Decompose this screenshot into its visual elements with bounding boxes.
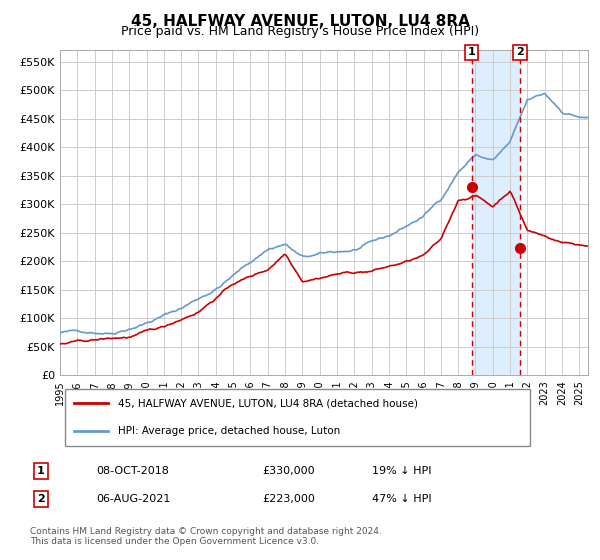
Text: 1: 1 bbox=[468, 47, 476, 57]
Text: Price paid vs. HM Land Registry's House Price Index (HPI): Price paid vs. HM Land Registry's House … bbox=[121, 25, 479, 38]
Text: 08-OCT-2018: 08-OCT-2018 bbox=[96, 466, 169, 476]
Text: 06-AUG-2021: 06-AUG-2021 bbox=[96, 494, 170, 504]
Text: 47% ↓ HPI: 47% ↓ HPI bbox=[372, 494, 432, 504]
Text: 2: 2 bbox=[37, 494, 45, 504]
Text: £330,000: £330,000 bbox=[262, 466, 314, 476]
Text: 45, HALFWAY AVENUE, LUTON, LU4 8RA: 45, HALFWAY AVENUE, LUTON, LU4 8RA bbox=[131, 14, 469, 29]
Text: 19% ↓ HPI: 19% ↓ HPI bbox=[372, 466, 432, 476]
Text: 45, HALFWAY AVENUE, LUTON, LU4 8RA (detached house): 45, HALFWAY AVENUE, LUTON, LU4 8RA (deta… bbox=[118, 398, 418, 408]
Text: Contains HM Land Registry data © Crown copyright and database right 2024.
This d: Contains HM Land Registry data © Crown c… bbox=[30, 526, 382, 546]
Text: 1: 1 bbox=[37, 466, 45, 476]
Text: £223,000: £223,000 bbox=[262, 494, 315, 504]
Text: HPI: Average price, detached house, Luton: HPI: Average price, detached house, Luto… bbox=[118, 426, 340, 436]
Bar bbox=[472, 50, 520, 375]
FancyBboxPatch shape bbox=[65, 389, 530, 446]
Text: 2: 2 bbox=[516, 47, 524, 57]
